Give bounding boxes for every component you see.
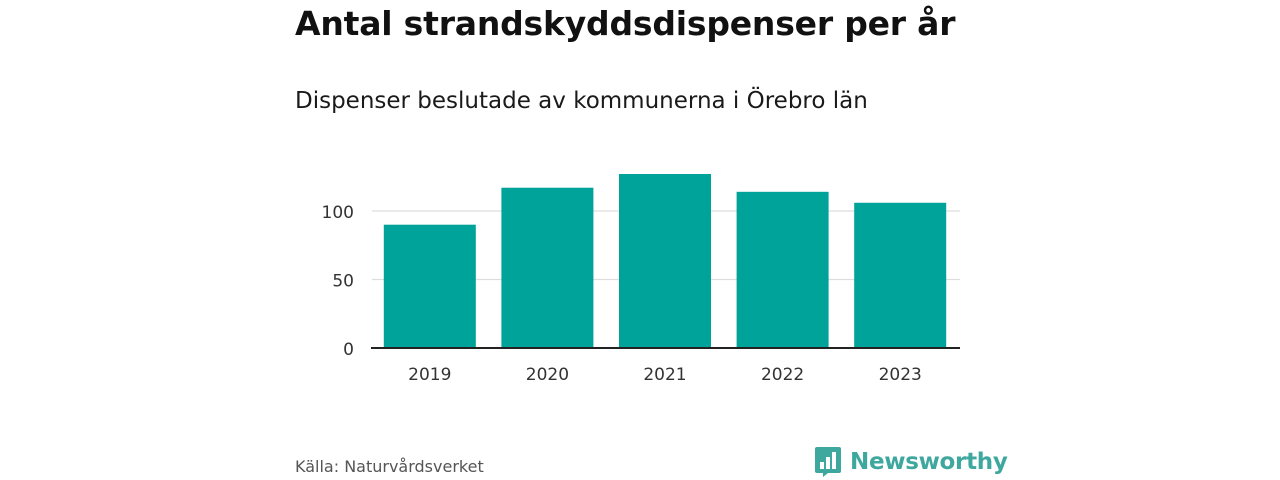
bar: [501, 187, 594, 348]
bar: [383, 224, 476, 348]
x-tick-label: 2023: [879, 365, 922, 385]
bar: [736, 191, 829, 348]
source-note: Källa: Naturvårdsverket: [295, 457, 484, 476]
bar: [619, 174, 711, 348]
brand-name: Newsworthy: [850, 449, 1008, 475]
y-tick-label: 0: [343, 340, 354, 360]
x-tick-label: 2022: [761, 365, 804, 385]
y-tick-label: 50: [332, 272, 354, 292]
chart-subtitle: Dispenser beslutade av kommunerna i Öreb…: [295, 88, 868, 114]
y-tick-label: 100: [322, 203, 354, 223]
chart-title: Antal strandskyddsdispenser per år: [295, 4, 956, 43]
x-tick-label: 2019: [408, 365, 451, 385]
x-tick-label: 2020: [526, 365, 569, 385]
bar: [854, 202, 947, 348]
x-tick-label: 2021: [643, 365, 686, 385]
bar-chart-speech-bubble-icon: [815, 447, 841, 477]
brand-logo: Newsworthy: [814, 446, 1008, 478]
